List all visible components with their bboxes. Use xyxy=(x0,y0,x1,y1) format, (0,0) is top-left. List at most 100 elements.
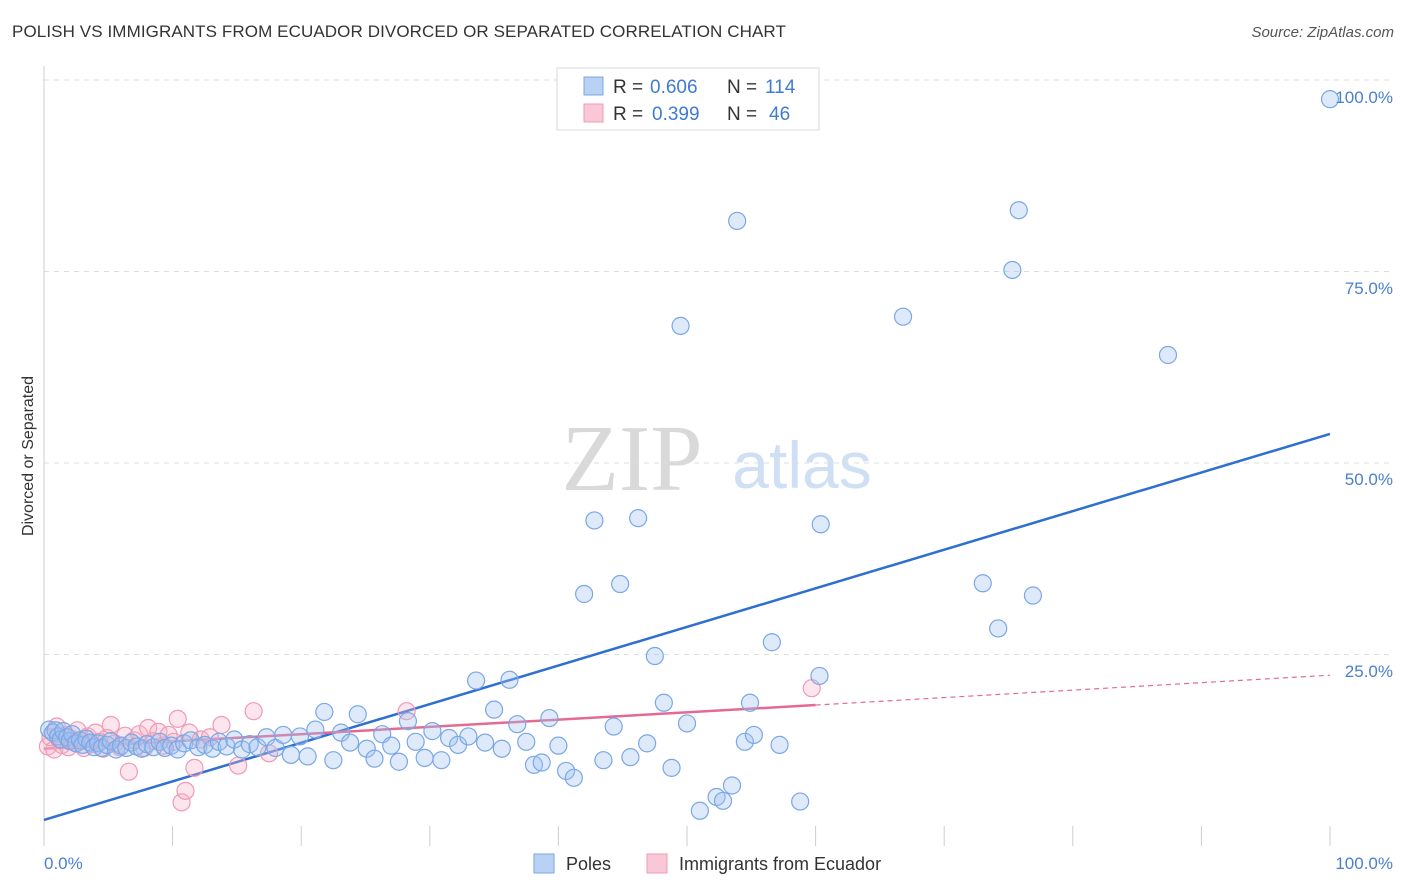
ecuador-r-value: 0.399 xyxy=(652,104,700,125)
poles-point xyxy=(1023,586,1043,605)
poles-point xyxy=(671,316,690,335)
y-tick-label-100: 100.0% xyxy=(1335,88,1393,107)
poles-point xyxy=(203,739,222,758)
poles-point xyxy=(1009,201,1028,220)
poles-point xyxy=(382,736,401,755)
ecuador-n-label: N = xyxy=(727,104,757,125)
poles-point xyxy=(439,728,459,748)
ecuador-point xyxy=(176,781,195,800)
poles-point xyxy=(248,738,267,757)
legend-ecuador-label: Immigrants from Ecuador xyxy=(679,854,881,874)
grid-layer xyxy=(43,66,1390,846)
poles-point xyxy=(770,735,789,754)
ecuador-point xyxy=(168,709,187,728)
y-axis-label: Divorced or Separated xyxy=(20,376,37,536)
poles-point xyxy=(398,712,418,731)
ecuador-point xyxy=(185,758,204,777)
x-tick-label-min: 0.0% xyxy=(44,854,83,873)
poles-point xyxy=(331,723,351,742)
poles-point xyxy=(810,666,829,686)
legend-poles-swatch xyxy=(533,853,555,874)
y-tick-label-25: 25.0% xyxy=(1345,662,1393,681)
chart-source: Source: ZipAtlas.com xyxy=(1251,24,1394,41)
series-legend: Poles Immigrants from Ecuador xyxy=(533,853,881,874)
poles-point xyxy=(735,732,754,751)
poles-point xyxy=(973,574,992,593)
poles-point xyxy=(324,751,343,770)
ecuador-swatch xyxy=(583,103,604,123)
poles-point xyxy=(744,725,763,745)
ecuador-n-value: 46 xyxy=(769,104,790,125)
legend-poles-label: Poles xyxy=(566,854,611,874)
poles-point xyxy=(1320,90,1340,109)
poles-point xyxy=(585,511,604,530)
poles-point xyxy=(281,745,301,764)
poles-n-value: 114 xyxy=(765,77,796,98)
poles-point xyxy=(540,708,559,728)
poles-point xyxy=(654,693,673,712)
poles-point xyxy=(621,748,640,767)
poles-point xyxy=(557,761,576,781)
poles-r-value: 0.606 xyxy=(650,77,698,98)
poles-point xyxy=(485,700,504,719)
poles-r-label: R = xyxy=(613,77,643,98)
y-tick-label-75: 75.0% xyxy=(1345,279,1393,298)
poles-point xyxy=(662,758,681,777)
poles-point xyxy=(340,733,360,752)
ecuador-point xyxy=(229,756,248,775)
x-tick-label-max: 100.0% xyxy=(1335,854,1393,873)
ecuador-point xyxy=(212,715,231,735)
poles-point xyxy=(492,739,511,758)
poles-point xyxy=(389,752,409,771)
poles-point xyxy=(274,725,293,745)
poles-point xyxy=(459,727,478,746)
poles-point xyxy=(415,748,434,768)
poles-point xyxy=(549,736,568,755)
poles-point xyxy=(638,734,657,753)
poles-point xyxy=(217,737,236,756)
legend-ecuador-swatch xyxy=(646,853,668,874)
poles-point xyxy=(181,731,200,750)
poles-point xyxy=(594,751,613,770)
poles-point xyxy=(315,702,334,722)
poles-point xyxy=(475,733,495,752)
poles-point xyxy=(629,509,648,528)
poles-points xyxy=(40,90,1340,820)
chart-title: POLISH VS IMMIGRANTS FROM ECUADOR DIVORC… xyxy=(12,22,786,41)
poles-point xyxy=(611,574,630,594)
poles-point xyxy=(298,747,317,766)
ecuador-r-label: R = xyxy=(613,104,643,125)
poles-point xyxy=(406,732,425,751)
poles-point xyxy=(1158,345,1178,365)
poles-point xyxy=(713,791,733,810)
poles-point xyxy=(92,738,111,758)
stats-legend: R = 0.606 N = 114 R = 0.399 N = 46 xyxy=(556,67,820,131)
poles-point xyxy=(1003,260,1022,280)
poles-point xyxy=(357,739,376,758)
poles-point xyxy=(762,633,781,652)
poles-point xyxy=(604,717,623,736)
poles-swatch xyxy=(583,76,604,96)
poles-point xyxy=(432,751,451,770)
poles-point xyxy=(740,693,760,712)
y-tick-label-50: 50.0% xyxy=(1345,470,1393,489)
poles-point xyxy=(677,714,697,733)
poles-point xyxy=(348,705,367,724)
poles-point xyxy=(517,732,536,751)
poles-point xyxy=(645,646,664,666)
poles-point xyxy=(722,776,742,795)
poles-point xyxy=(423,721,442,741)
ecuador-trend-extension xyxy=(815,674,1331,706)
poles-point xyxy=(290,727,310,746)
poles-point xyxy=(365,749,384,768)
poles-point xyxy=(500,670,519,689)
poles-point xyxy=(989,619,1008,638)
watermark-atlas: atlas xyxy=(732,428,871,502)
poles-point xyxy=(532,753,551,772)
ecuador-point xyxy=(244,702,263,721)
ecuador-point xyxy=(119,762,138,781)
ecuador-point xyxy=(101,715,120,735)
poles-point xyxy=(893,307,913,326)
poles-point xyxy=(690,801,709,820)
